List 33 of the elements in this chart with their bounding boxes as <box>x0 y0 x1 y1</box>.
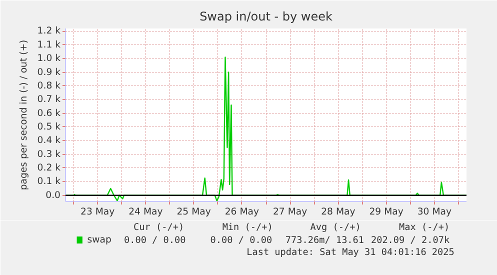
text: 773.26m/ 13.61 <box>285 235 364 246</box>
text: Avg (-/+) <box>310 222 361 233</box>
x-tick-label: 23 May <box>80 206 116 218</box>
x-tick-label: 25 May <box>176 206 212 218</box>
text: 0.00 / 0.00 <box>124 235 186 246</box>
text: Min (-/+) <box>222 222 273 233</box>
chart-title: Swap in/out - by week <box>200 10 332 24</box>
text: 0.00 / 0.00 <box>210 235 272 246</box>
text: Max (-/+) <box>399 222 450 233</box>
y-tick-label: 0.0 <box>46 190 61 201</box>
x-tick-label: 30 May <box>417 206 452 218</box>
y-tick-label: 0.8 k <box>37 80 62 92</box>
x-tick-label: 29 May <box>369 206 404 218</box>
y-tick-label: 0.1 k <box>37 176 62 188</box>
legend-label: swap <box>87 234 112 246</box>
x-tick-label: 24 May <box>128 206 164 218</box>
y-tick-label: 0.2 k <box>37 162 62 174</box>
x-tick-label: 28 May <box>321 206 356 218</box>
y-tick-label: 1.2 k <box>37 26 62 37</box>
y-tick-label: 1.0 k <box>37 53 62 64</box>
text: Cur (-/+) <box>134 222 184 233</box>
x-tick-label: 26 May <box>224 206 260 218</box>
text: 202.09 / 2.07k <box>370 235 450 246</box>
y-tick-label: 0.3 k <box>37 148 62 160</box>
y-tick-label: 0.9 k <box>37 66 62 78</box>
y-tick-label: 0.7 k <box>37 94 62 106</box>
text: Last update: Sat May 31 04:01:16 2025 <box>246 247 454 258</box>
y-tick-label: 0.4 k <box>37 135 62 146</box>
y-tick-label: 0.5 k <box>37 121 62 132</box>
x-tick-label: 27 May <box>273 206 308 218</box>
y-tick-label: 0.6 k <box>37 108 62 119</box>
y-axis-title: pages per second in (-) / out (+) <box>18 40 30 190</box>
y-tick-label: 1.1 k <box>37 39 62 50</box>
